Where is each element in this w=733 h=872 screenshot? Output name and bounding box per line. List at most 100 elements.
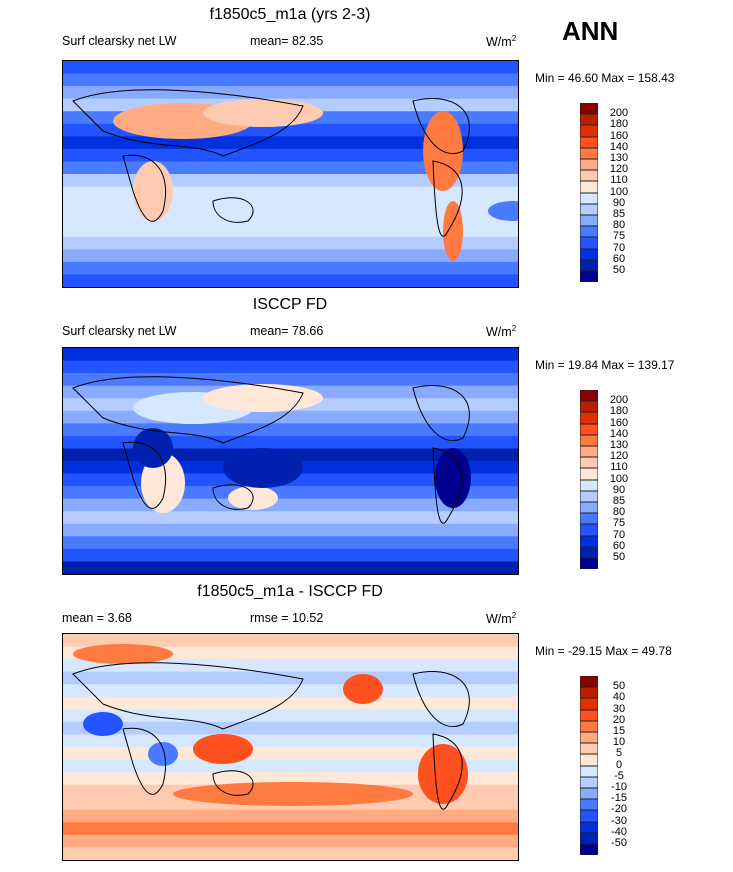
contour-band <box>63 261 518 276</box>
coastline <box>72 662 304 730</box>
colorbar-box <box>580 423 598 435</box>
colorbar-tick-label: 60 <box>612 539 626 552</box>
contour-band <box>63 174 518 188</box>
colorbar-tick-label: 70 <box>612 528 626 541</box>
colorbar-box <box>580 248 598 260</box>
panel-variable: mean = 3.68 <box>62 611 132 625</box>
colorbar-box <box>580 821 598 833</box>
colorbar-box <box>580 698 598 710</box>
contour-band <box>63 759 518 774</box>
colorbar-tick-label: 40 <box>612 691 626 704</box>
contour-band <box>63 548 518 563</box>
colorbar-box <box>580 203 598 215</box>
contour-band <box>63 809 518 824</box>
contour-band <box>63 73 518 88</box>
contour-region <box>193 734 253 764</box>
contour-region <box>418 744 468 804</box>
colorbar-box <box>580 732 598 744</box>
coastline <box>212 770 254 796</box>
contour-band <box>63 410 518 425</box>
colorbar-tick-label: 200 <box>609 394 629 407</box>
colorbar-box <box>580 114 598 126</box>
colorbar-tick-label: 75 <box>612 517 626 530</box>
colorbar-box <box>580 687 598 699</box>
colorbar-tick-label: -40 <box>611 825 627 838</box>
contour-band <box>63 249 518 263</box>
colorbar-tick-label: 130 <box>609 152 629 164</box>
colorbar-box <box>580 271 598 283</box>
contour-band <box>63 211 518 226</box>
colorbar-box <box>580 524 598 536</box>
contour-map-2 <box>62 347 519 575</box>
contour-band <box>63 61 518 75</box>
contour-map-1 <box>62 60 519 288</box>
colorbar-tick-label: 0 <box>615 758 623 771</box>
colorbar-box <box>580 535 598 547</box>
colorbar-tick-label: -15 <box>611 792 627 805</box>
coastline <box>412 97 470 154</box>
colorbar-tick-label: 75 <box>612 230 626 243</box>
contour-band <box>63 360 518 375</box>
min-max-label: Min = 19.84 Max = 139.17 <box>535 358 675 372</box>
colorbar-tick-label: 10 <box>612 736 626 749</box>
colorbar-box <box>580 720 598 732</box>
contour-region <box>83 712 123 736</box>
units-exponent: 2 <box>511 34 517 43</box>
contour-region <box>488 201 518 221</box>
colorbar-box <box>580 513 598 525</box>
contour-region <box>203 99 323 127</box>
contour-band <box>63 696 518 711</box>
colorbar-tick-label: 60 <box>612 252 626 265</box>
colorbar-tick-label: 50 <box>612 551 626 563</box>
colorbar-tick-label: 110 <box>610 461 628 474</box>
contour-band <box>63 148 518 163</box>
colorbar-tick-label: 85 <box>612 208 626 220</box>
colorbar-box <box>580 259 598 271</box>
colorbar-box <box>580 743 598 755</box>
contour-band <box>63 847 518 860</box>
panel-mean: rmse = 10.52 <box>250 611 324 625</box>
panel-variable: Surf clearsky net LW <box>62 324 177 338</box>
colorbar-box <box>580 546 598 558</box>
contour-band <box>63 274 518 287</box>
colorbar-box <box>580 215 598 227</box>
contour-band <box>63 659 518 673</box>
colorbar-box <box>580 103 598 115</box>
coastline <box>432 447 463 524</box>
colorbar-box <box>580 754 598 766</box>
colorbar-tick-label: 110 <box>610 174 628 187</box>
colorbar-box <box>580 810 598 822</box>
units-text: W/m <box>486 325 512 340</box>
contour-band <box>63 236 518 251</box>
colorbar-box <box>580 125 598 137</box>
contour-region <box>343 674 383 704</box>
contour-band <box>63 86 518 100</box>
colorbar-box <box>580 676 598 688</box>
colorbar-tick-label: 90 <box>612 196 626 209</box>
panel-title: f1850c5_m1a - ISCCP FD <box>197 583 383 600</box>
season-label: ANN <box>562 16 619 46</box>
contour-band <box>63 511 518 525</box>
colorbar-box <box>580 776 598 788</box>
contour-band <box>63 224 518 238</box>
contour-band <box>63 822 518 836</box>
min-max-label: Min = -29.15 Max = 49.78 <box>535 644 672 658</box>
contour-band <box>63 561 518 574</box>
colorbar-box <box>580 237 598 249</box>
contour-map-3 <box>62 633 519 861</box>
colorbar-box <box>580 226 598 238</box>
colorbar-box <box>580 390 598 402</box>
colorbar-tick-label: 180 <box>609 405 629 418</box>
colorbar-box <box>580 412 598 424</box>
contour-band <box>63 671 518 686</box>
colorbar-box <box>580 709 598 721</box>
colorbar-box <box>580 147 598 159</box>
panel-title: ISCCP FD <box>252 296 328 313</box>
colorbar-box <box>580 434 598 446</box>
colorbar-tick-label: 5 <box>615 747 623 760</box>
contour-region <box>73 644 173 664</box>
contour-band <box>63 734 518 748</box>
contour-region <box>203 384 323 412</box>
contour-region <box>223 448 303 488</box>
